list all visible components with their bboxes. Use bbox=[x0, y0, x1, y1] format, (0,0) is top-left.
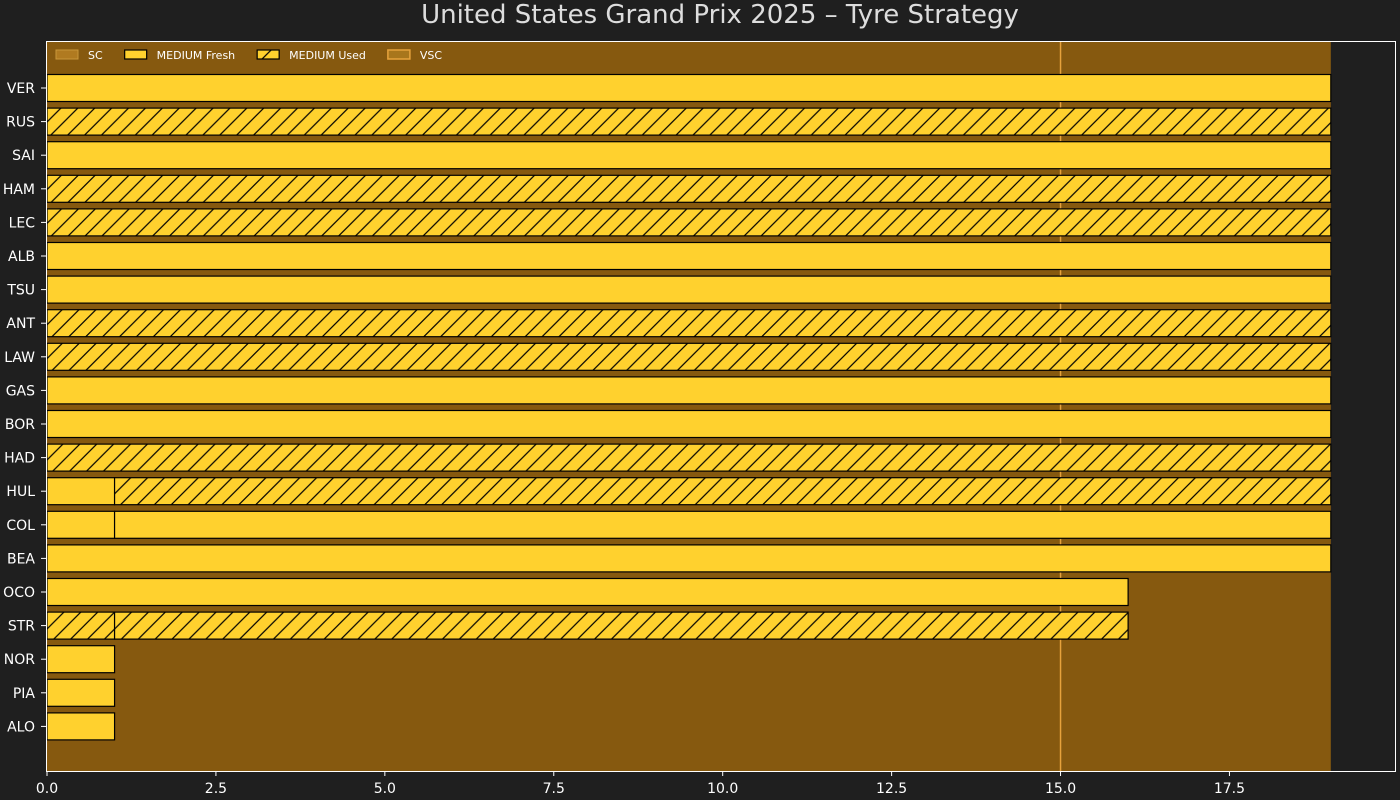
stint-bar-str-1 bbox=[113, 611, 1129, 640]
y-tick-label-ant: ANT bbox=[6, 316, 35, 332]
stint-bar-alb-0 bbox=[46, 241, 1332, 271]
y-tick-label-bor: BOR bbox=[5, 417, 35, 433]
stint-bars-layer bbox=[46, 73, 1332, 741]
x-tick-label: 17.5 bbox=[1214, 781, 1245, 797]
chart-title: United States Grand Prix 2025 – Tyre Str… bbox=[421, 0, 1019, 30]
stint-bar-rus-0 bbox=[46, 107, 1332, 136]
y-tick-label-bea: BEA bbox=[7, 551, 35, 567]
legend-label-used: MEDIUM Used bbox=[289, 49, 366, 62]
stint-bar-oco-0 bbox=[46, 577, 1129, 607]
legend-swatch-sc bbox=[55, 49, 79, 60]
stint-bar-col-1 bbox=[113, 510, 1332, 539]
stint-bar-bea-0 bbox=[46, 544, 1332, 573]
y-tick-label-str: STR bbox=[8, 619, 35, 635]
x-tick-label: 7.5 bbox=[543, 781, 565, 797]
legend-swatch-fresh bbox=[124, 49, 148, 60]
y-tick-label-law: LAW bbox=[4, 350, 35, 366]
y-tick-label-sai: SAI bbox=[12, 148, 35, 164]
stint-bar-str-0 bbox=[46, 611, 116, 640]
legend-swatch-used bbox=[256, 49, 280, 60]
stint-bar-tsu-0 bbox=[46, 275, 1332, 304]
x-tick-label: 10.0 bbox=[707, 781, 738, 797]
y-tick-label-rus: RUS bbox=[6, 115, 35, 131]
stint-bar-col-0 bbox=[46, 510, 116, 539]
y-tick-label-oco: OCO bbox=[3, 585, 35, 601]
stint-bar-gas-0 bbox=[46, 376, 1332, 405]
stint-bar-alo-0 bbox=[46, 712, 116, 741]
x-tick-label: 5.0 bbox=[374, 781, 396, 797]
y-tick-label-nor: NOR bbox=[4, 652, 35, 668]
y-tick-label-col: COL bbox=[6, 518, 35, 534]
y-tick-label-had: HAD bbox=[4, 451, 35, 467]
y-tick-label-alb: ALB bbox=[8, 249, 35, 265]
x-axis: 0.0 2.5 5.0 7.5 10.0 12.5 15.0 17.5 bbox=[36, 771, 1245, 797]
stint-bar-sai-0 bbox=[46, 141, 1332, 170]
stint-bar-ant-0 bbox=[46, 309, 1332, 338]
stint-bar-hul-0 bbox=[46, 477, 116, 506]
stint-bar-nor-0 bbox=[46, 645, 116, 674]
y-tick-label-gas: GAS bbox=[6, 383, 35, 399]
stint-bar-hul-1 bbox=[113, 477, 1332, 506]
plot-frame bbox=[46, 41, 1396, 772]
y-tick-label-tsu: TSU bbox=[6, 283, 35, 299]
y-tick-label-ham: HAM bbox=[3, 182, 35, 198]
x-tick-label: 2.5 bbox=[205, 781, 227, 797]
stint-bar-law-0 bbox=[46, 342, 1332, 371]
y-tick-label-lec: LEC bbox=[9, 215, 36, 231]
y-tick-label-ver: VER bbox=[7, 81, 35, 97]
y-tick-label-pia: PIA bbox=[13, 686, 36, 702]
y-axis: VER RUS SAI HAM LEC ALB TSU ANT LAW GAS BOR HAD HUL C… bbox=[3, 81, 46, 735]
legend-label-sc: SC bbox=[88, 49, 103, 62]
legend-swatch-vsc bbox=[387, 49, 411, 60]
legend-label-vsc: VSC bbox=[420, 49, 443, 62]
x-tick-label: 15.0 bbox=[1045, 781, 1076, 797]
x-tick-label: 12.5 bbox=[876, 781, 907, 797]
stint-bar-had-0 bbox=[46, 443, 1332, 472]
stint-bar-ver-0 bbox=[46, 73, 1332, 103]
stint-bar-ham-0 bbox=[46, 174, 1332, 203]
y-tick-label-alo: ALO bbox=[7, 719, 35, 735]
x-tick-label: 0.0 bbox=[36, 781, 58, 797]
stint-bar-pia-0 bbox=[46, 678, 116, 707]
stint-bar-lec-0 bbox=[46, 208, 1332, 237]
legend-label-fresh: MEDIUM Fresh bbox=[157, 49, 236, 62]
y-tick-label-hul: HUL bbox=[6, 484, 35, 500]
stint-bar-bor-0 bbox=[46, 409, 1332, 439]
legend: SC MEDIUM Fresh MEDIUM Used VSC bbox=[55, 49, 443, 62]
